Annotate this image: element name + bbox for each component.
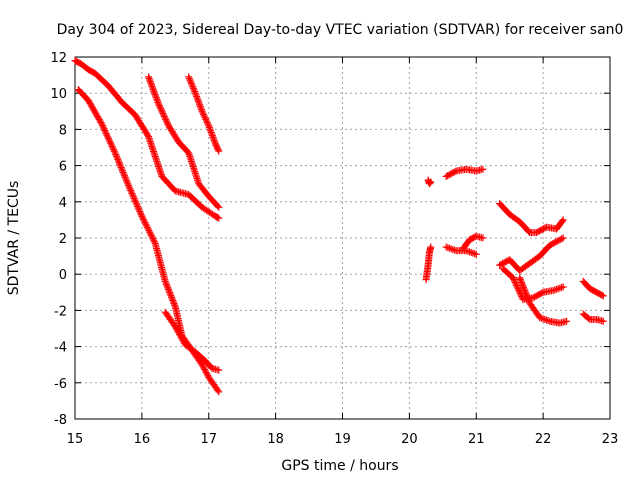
chart-title: Day 304 of 2023, Sidereal Day-to-day VTE… (57, 22, 624, 38)
series-arc-1 (71, 57, 223, 222)
series-arc-11 (496, 200, 567, 237)
series-arc-8 (442, 165, 487, 180)
y-tick-label: 2 (59, 232, 67, 247)
series-arc-10 (459, 232, 487, 253)
y-tick-label: -8 (54, 413, 67, 428)
x-tick-label: 22 (535, 432, 552, 447)
grid (75, 57, 610, 419)
y-tick-label: 10 (50, 87, 67, 102)
series-arc-5 (161, 308, 223, 374)
x-tick-label: 23 (602, 432, 619, 447)
y-tick-label: 12 (50, 51, 67, 66)
x-tick-label: 17 (200, 432, 217, 447)
series-arc-13 (499, 265, 567, 304)
y-tick-label: -2 (54, 304, 67, 319)
x-tick-label: 16 (134, 432, 151, 447)
x-axis-label: GPS time / hours (281, 458, 398, 474)
series-arc-3 (145, 73, 223, 211)
series-arc-2 (74, 86, 223, 396)
series-arc-7 (422, 243, 435, 284)
axis-ticks: 15 16 17 18 19 20 21 22 23 -8 -6 -4 -2 0 2 4 6 8 10 12 (50, 51, 618, 447)
series-arc-14 (516, 274, 571, 327)
y-axis-label: SDTVAR / TECUs (6, 181, 22, 296)
x-tick-label: 20 (401, 432, 418, 447)
y-tick-label: 4 (59, 196, 67, 211)
data-points (71, 57, 607, 396)
series-arc-9 (442, 243, 480, 258)
x-tick-label: 18 (267, 432, 284, 447)
y-tick-label: -6 (54, 377, 67, 392)
x-tick-label: 19 (334, 432, 351, 447)
x-tick-label: 15 (67, 432, 84, 447)
y-tick-label: -4 (54, 341, 67, 356)
series-arc-15 (579, 277, 607, 300)
series-arc-16 (579, 310, 607, 325)
y-tick-label: 0 (59, 268, 67, 283)
series-arc-4 (185, 73, 223, 155)
series-arc-12 (496, 234, 567, 275)
series-arc-6 (424, 176, 435, 188)
y-tick-label: 8 (59, 123, 67, 138)
x-tick-label: 21 (468, 432, 485, 447)
y-tick-label: 6 (59, 160, 67, 175)
